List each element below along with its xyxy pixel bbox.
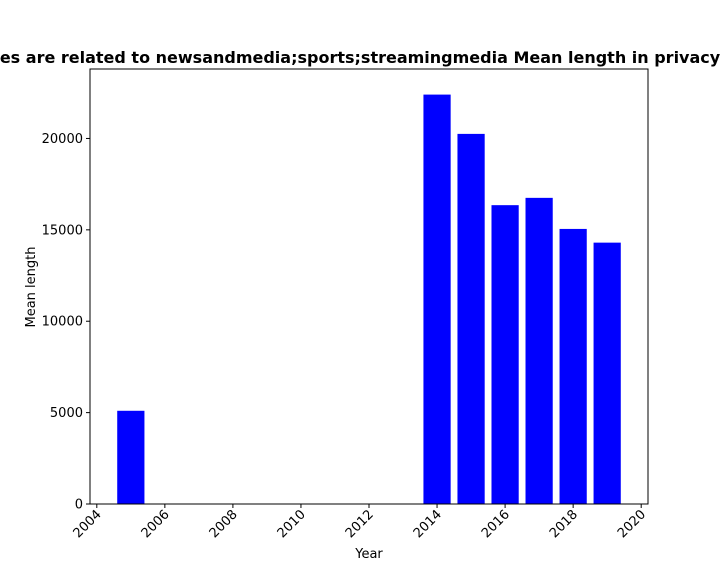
x-axis: 2004 2006 2008 2010 2012 2014 2016 2018 2020 — [71, 504, 649, 541]
y-axis: 0 5000 10000 15000 20000 — [42, 132, 90, 513]
x-tick-label: 2008 — [207, 507, 241, 541]
bar-2017 — [525, 197, 553, 504]
bar-2018 — [559, 228, 587, 505]
bar-2005 — [117, 410, 145, 504]
y-axis-label: Mean length — [24, 247, 39, 328]
x-tick-label: 2020 — [615, 507, 649, 541]
y-tick-label: 15000 — [42, 223, 83, 238]
y-tick-label: 0 — [75, 498, 83, 513]
x-tick-label: 2018 — [547, 507, 581, 541]
bars-group — [117, 94, 621, 505]
bar-2014 — [423, 94, 451, 505]
y-tick-label: 5000 — [50, 406, 83, 421]
x-axis-label: Year — [354, 547, 383, 562]
x-tick-label: 2014 — [411, 507, 445, 541]
chart-title: es are related to newsandmedia;sports;st… — [0, 48, 720, 67]
x-tick-label: 2006 — [139, 507, 173, 541]
x-tick-label: 2010 — [275, 507, 309, 541]
y-tick-label: 10000 — [42, 315, 83, 330]
bar-2016 — [491, 205, 519, 505]
x-tick-label: 2016 — [479, 507, 513, 541]
x-tick-label: 2012 — [343, 507, 377, 541]
y-tick-label: 20000 — [42, 132, 83, 147]
bar-2015 — [457, 133, 485, 504]
bar-2019 — [593, 242, 621, 504]
